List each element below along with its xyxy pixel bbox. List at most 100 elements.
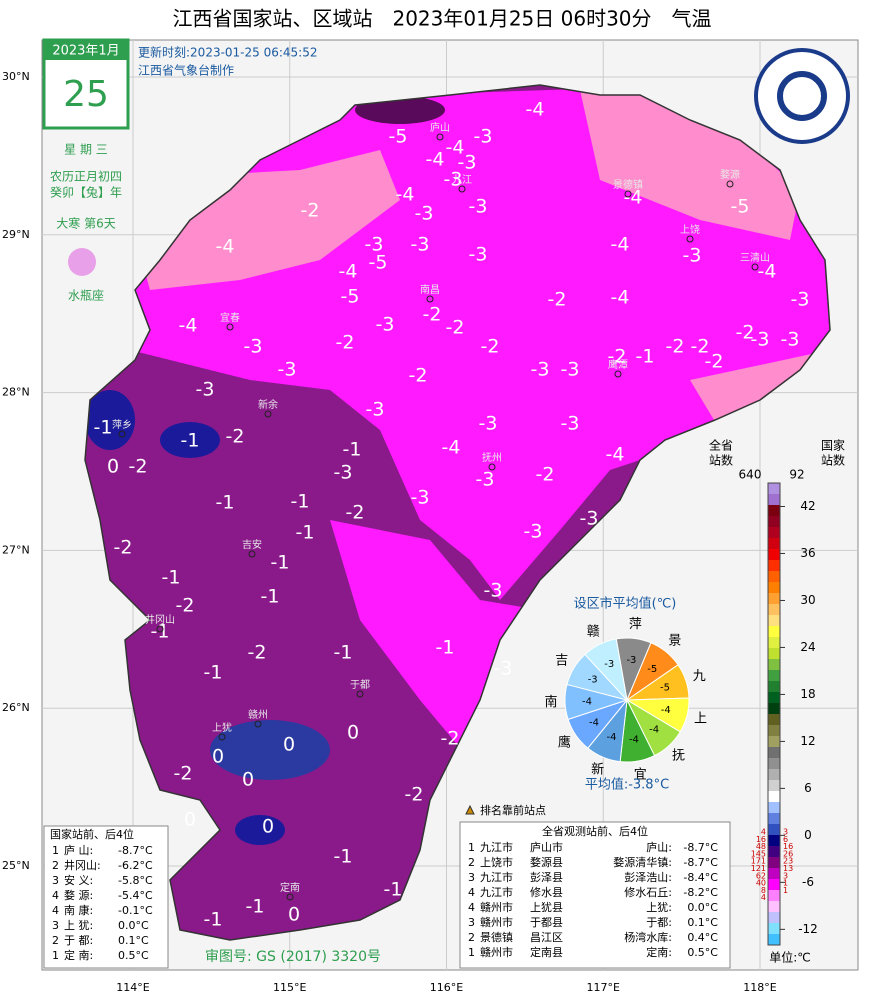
pie-city: 景 (668, 634, 681, 649)
legend-band (768, 857, 780, 869)
pie-value: -3 (588, 674, 598, 685)
temperature-label: -3 (474, 126, 493, 148)
place-label: 鹰潭 (608, 358, 628, 371)
table-cell: 0.0°C (687, 901, 718, 914)
station-dot (156, 625, 164, 633)
table-cell: 于都县 (530, 916, 563, 929)
temperature-label: -3 (334, 462, 353, 484)
station-dot (751, 263, 759, 271)
temperature-label: -2 (301, 200, 320, 222)
place-label: 于都 (350, 679, 370, 691)
table-cell: 0.5°C (687, 946, 718, 959)
legend-band (768, 747, 780, 759)
legend-band (768, 736, 780, 748)
legend-band (768, 802, 780, 814)
legend-band (768, 582, 780, 594)
legend-band (768, 648, 780, 660)
temperature-label: -2 (346, 502, 365, 524)
legend-band (768, 483, 780, 495)
province-bin-count: 145 (751, 849, 766, 858)
review-number: 审图号: GS (2017) 3320号 (205, 949, 381, 965)
legend-band (768, 637, 780, 649)
station-dot (458, 185, 466, 193)
temperature-label: -3 (531, 359, 550, 381)
temperature-label: -1 (204, 909, 223, 931)
lon-label: 117°E (587, 981, 620, 994)
legend-tick-label: 18 (800, 687, 815, 701)
temperature-label: -2 (481, 336, 500, 358)
legend-band (768, 494, 780, 506)
legend-band (768, 615, 780, 627)
temperature-label: -2 (423, 304, 442, 326)
zodiac: 水瓶座 (68, 288, 104, 303)
table-cell: 婺 源: (64, 888, 93, 902)
national-bin-count: 26 (783, 849, 793, 858)
temperature-label: -4 (611, 234, 630, 256)
legend-band (768, 681, 780, 693)
table-cell: -8.7°C (683, 841, 718, 854)
place-label: 新余 (258, 398, 278, 411)
place-label: 上犹 (212, 722, 232, 734)
pie-value: -5 (660, 683, 670, 694)
province-count: 640 (739, 468, 762, 482)
national-bin-count: 16 (783, 842, 793, 851)
place-label: 萍乡 (112, 419, 132, 431)
ranking-label: 排名靠前站点 (480, 803, 546, 817)
pie-city: 九 (693, 669, 706, 684)
national-count: 92 (789, 468, 804, 482)
table-cell: 3 (52, 874, 59, 887)
station-dot (426, 295, 434, 303)
table-cell: 上 犹: (64, 919, 93, 932)
calendar-day: 25 (63, 74, 109, 115)
temperature-label: -2 (405, 784, 424, 806)
legend-band (768, 912, 780, 924)
temperature-label: -3 (415, 203, 434, 225)
temperature-label: -3 (561, 359, 580, 381)
pie-value: -3 (626, 655, 636, 666)
temperature-label: -2 (409, 365, 428, 387)
table-cell: 定 南: (64, 948, 93, 962)
count-header: 站数 (709, 453, 733, 468)
legend-tick-label: -6 (802, 875, 814, 889)
legend-band (768, 758, 780, 770)
legend-frame (767, 482, 781, 946)
table-cell: 庐山市 (530, 840, 563, 854)
temperature-label: -5 (389, 126, 408, 148)
province-bin-count: 40 (756, 879, 766, 888)
temperature-label: -3 (244, 336, 263, 358)
station-dot (254, 720, 262, 728)
table-cell: -8.2°C (683, 886, 718, 899)
pie-value: -4 (629, 734, 639, 745)
temperature-label: -3 (494, 658, 513, 680)
table-cell: 上犹县 (530, 901, 563, 914)
table-cell: 4 (52, 889, 59, 902)
table-cell: -8.7°C (683, 856, 718, 869)
pie-value: -4 (582, 696, 592, 707)
table-cell: 庐山: (646, 840, 672, 854)
table-cell: 彭泽浩山: (624, 870, 672, 884)
pie-city: 上 (694, 712, 707, 727)
table-cell: 九江市 (480, 870, 513, 884)
station-dot (726, 180, 734, 188)
place-label: 井冈山 (145, 613, 175, 626)
province-bin-count: 48 (756, 842, 766, 851)
table-cell: 井冈山: (64, 858, 101, 872)
legend-tick-label: 6 (804, 781, 812, 795)
table-cell: -0.1°C (118, 904, 153, 917)
table-cell: 上饶市 (480, 855, 513, 869)
legend-band (768, 890, 780, 902)
title: 江西省国家站、区域站 2023年01月25日 06时30分 气温 (172, 7, 711, 31)
table-cell: 4 (468, 886, 475, 899)
temperature-label: -5 (341, 286, 360, 308)
table-cell: 昌江区 (530, 931, 563, 944)
table-cell: 0.1°C (687, 916, 718, 929)
table-cell: 4 (468, 901, 475, 914)
temperature-label: -2 (736, 322, 755, 344)
pie-value: -4 (649, 724, 659, 735)
lon-label: 116°E (430, 981, 463, 994)
legend-band (768, 780, 780, 792)
place-label: 赣州 (248, 708, 268, 721)
legend-tick-label: 24 (800, 640, 815, 654)
place-label: 九江 (452, 174, 472, 186)
